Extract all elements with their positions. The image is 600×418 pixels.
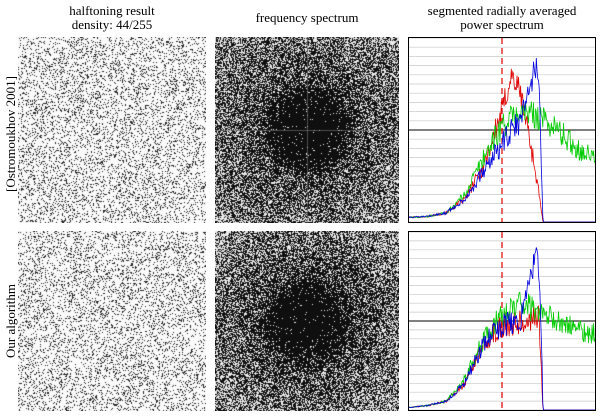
chart-frame [408,231,596,411]
header-spectrum-text: frequency spectrum [255,10,359,25]
row-label-ostromoukhov: [Ostromoukhov 2001] [3,76,18,192]
header-halftoning: halftoning result density: 44/255 [18,4,206,32]
row-label-our-algorithm: Our algorithm [3,284,18,359]
halftone-image-ostromoukhov [18,37,206,223]
spectrum-image-ostromoukhov [215,37,399,223]
header-frequency-spectrum: frequency spectrum [215,11,399,25]
header-power-line1: segmented radially averaged [427,3,577,18]
header-halftoning-line2: density: 44/255 [71,17,153,32]
power-chart-ostromoukhov [408,37,596,223]
header-power-spectrum: segmented radially averaged power spectr… [408,4,596,32]
series-green [408,291,596,409]
header-halftoning-line1: halftoning result [69,3,155,18]
header-power-line2: power spectrum [460,17,544,32]
spectrum-image-our-algorithm [215,231,399,411]
halftone-image-our-algorithm [18,231,206,411]
power-chart-our-algorithm [408,231,596,411]
chart-frame [408,37,596,223]
